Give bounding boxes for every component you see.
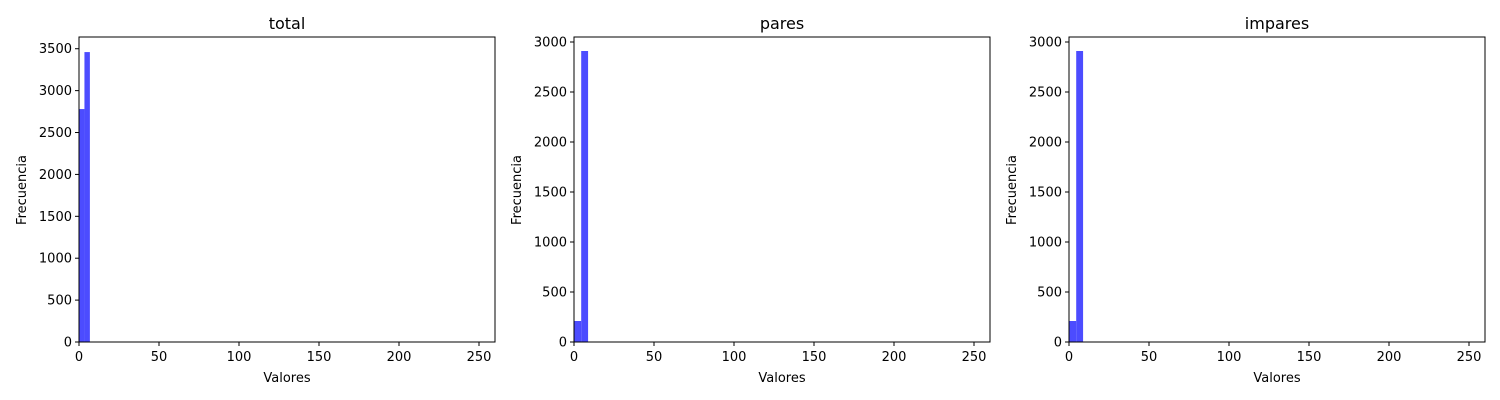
histogram-bar [574,321,582,342]
x-tick-label: 200 [1377,350,1402,365]
panel-total: total Valores Frecuencia 0 50 100 150 200 250… [15,14,496,386]
y-tick-label: 2000 [1029,136,1062,151]
y-tick-label: 0 [64,336,72,351]
y-tick-label: 3000 [1029,36,1062,51]
y-tick-label: 0 [1054,336,1062,351]
histogram-bar [581,51,589,342]
axes-frame [573,36,991,343]
x-ticks-group: 0 50 100 150 200 250 [75,342,492,365]
panel-title: pares [760,14,804,33]
bars-group [79,52,90,342]
y-tick-label: 500 [1037,286,1062,301]
y-tick-label: 1500 [1029,186,1062,201]
x-tick-label: 150 [802,350,827,365]
y-axis-label: Frecuencia [15,155,30,225]
x-tick-label: 50 [646,350,663,365]
x-tick-label: 50 [1141,350,1158,365]
x-tick-label: 200 [882,350,907,365]
panel-title: impares [1245,14,1309,33]
axes-frame [78,36,496,343]
y-ticks-group: 0 500 1000 1500 2000 2500 3000 [534,36,574,351]
x-tick-label: 100 [722,350,747,365]
x-tick-label: 150 [1297,350,1322,365]
histogram-bar [1069,321,1077,342]
histogram-bar [79,109,85,342]
y-tick-label: 2500 [1029,86,1062,101]
x-tick-label: 50 [151,350,168,365]
x-ticks-group: 0 50 100 150 200 250 [570,342,987,365]
x-tick-label: 0 [1065,350,1073,365]
y-ticks-group: 0 500 1000 1500 2000 2500 3000 3500 [39,42,79,351]
histogram-bar [1076,51,1084,342]
x-tick-label: 0 [570,350,578,365]
y-tick-label: 3000 [39,84,72,99]
x-tick-label: 100 [1217,350,1242,365]
y-tick-label: 2000 [39,168,72,183]
y-axis-label: Frecuencia [1005,155,1020,225]
y-tick-label: 2500 [39,126,72,141]
bars-group [574,51,589,342]
x-ticks-group: 0 50 100 150 200 250 [1065,342,1482,365]
x-tick-label: 250 [1457,350,1482,365]
y-ticks-group: 0 500 1000 1500 2000 2500 3000 [1029,36,1069,351]
x-tick-label: 100 [227,350,252,365]
histogram-bar [84,52,90,342]
x-tick-label: 0 [75,350,83,365]
x-axis-label: Valores [263,371,310,386]
y-tick-label: 500 [542,286,567,301]
x-tick-label: 250 [962,350,987,365]
y-axis-label: Frecuencia [510,155,525,225]
y-tick-label: 2500 [534,86,567,101]
y-tick-label: 1000 [534,236,567,251]
y-tick-label: 2000 [534,136,567,151]
y-tick-label: 1500 [534,186,567,201]
bars-group [1069,51,1084,342]
y-tick-label: 1000 [39,252,72,267]
y-tick-label: 1500 [39,210,72,225]
x-axis-label: Valores [1253,371,1300,386]
y-tick-label: 0 [559,336,567,351]
panel-impares: impares Valores Frecuencia 0 50 100 150 200 2… [1005,14,1486,386]
panel-pares: pares Valores Frecuencia 0 50 100 150 200 250… [510,14,991,386]
y-tick-label: 500 [47,294,72,309]
y-tick-label: 3000 [534,36,567,51]
axes-frame [1068,36,1486,343]
x-axis-label: Valores [758,371,805,386]
x-tick-label: 250 [467,350,492,365]
y-tick-label: 3500 [39,42,72,57]
x-tick-label: 200 [387,350,412,365]
panel-title: total [269,14,306,33]
y-tick-label: 1000 [1029,236,1062,251]
x-tick-label: 150 [307,350,332,365]
